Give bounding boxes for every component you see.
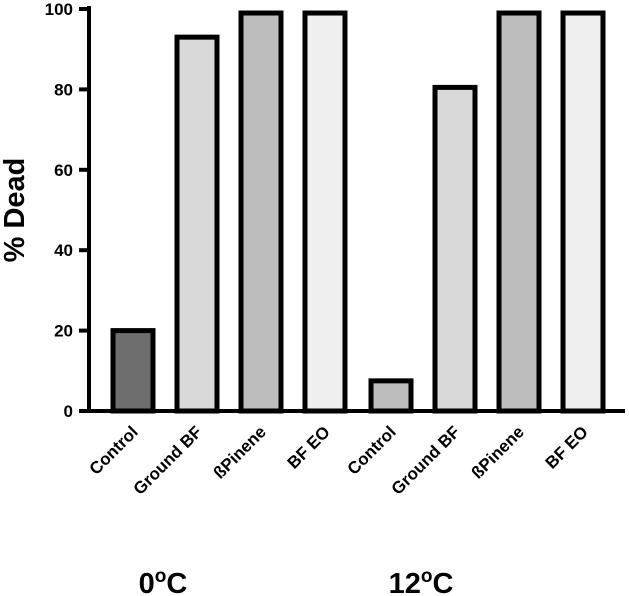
bar: [110, 328, 156, 414]
y-axis-title: % Dead: [0, 158, 31, 263]
bar: [368, 378, 414, 414]
bar: [432, 84, 478, 414]
x-category-label: ßPinene: [210, 422, 270, 482]
bar: [560, 10, 606, 414]
y-tick-label: 80: [54, 80, 73, 99]
x-category-label: BF EO: [284, 422, 334, 472]
x-category-label: Ground BF: [130, 422, 206, 498]
x-category-label: Ground BF: [388, 422, 464, 498]
x-category-label: ßPinene: [468, 422, 528, 482]
bars: [110, 10, 606, 414]
x-category-label: BF EO: [542, 422, 592, 472]
bar: [496, 10, 542, 414]
x-category-label: Control: [86, 422, 142, 478]
y-tick-label: 40: [54, 241, 73, 260]
group-labels: 0oC 12oC: [139, 566, 454, 596]
y-tick-label: 0: [64, 402, 73, 421]
y-tick-label: 60: [54, 161, 73, 180]
group-label: 0oC: [139, 566, 188, 596]
bar: [174, 34, 220, 414]
bar: [302, 10, 348, 414]
y-tick-label: 100: [45, 0, 73, 19]
y-tick-label: 20: [54, 322, 73, 341]
bar: [238, 10, 284, 414]
group-label: 12oC: [389, 566, 454, 596]
x-category-label: Control: [344, 422, 400, 478]
